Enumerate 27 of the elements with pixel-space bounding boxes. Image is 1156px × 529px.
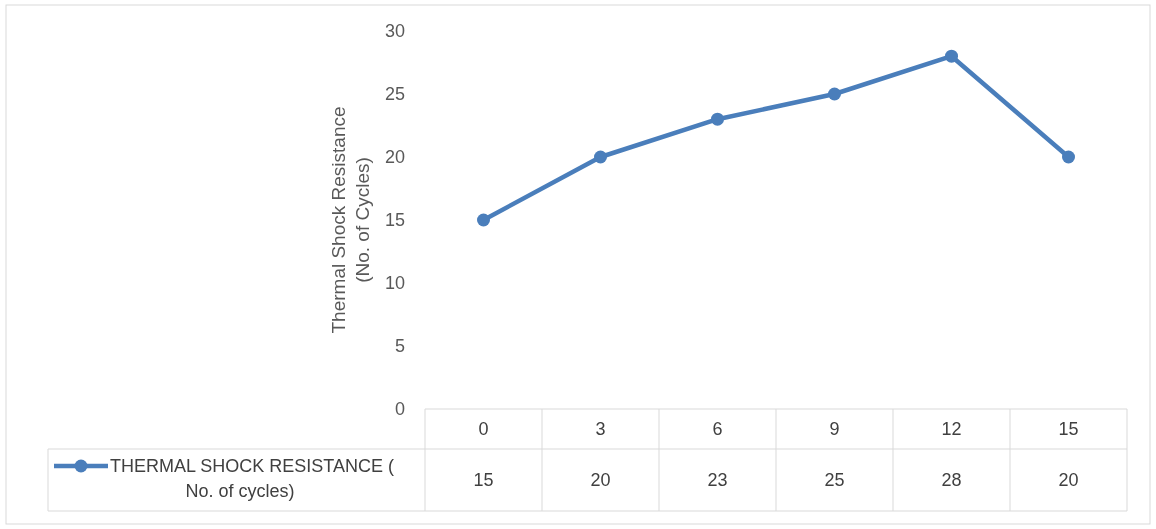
point	[828, 87, 841, 101]
y-tick-label: 20	[384, 147, 405, 168]
point	[477, 213, 490, 227]
data-label: 23	[707, 470, 728, 491]
legend-label: THERMAL SHOCK RESISTANCE ( No. of cycles)	[110, 456, 395, 501]
point	[711, 112, 724, 126]
y-tick-label: 5	[394, 336, 405, 357]
x-tick-label: 9	[829, 419, 840, 440]
data-label: 15	[473, 470, 494, 491]
y-tick-label: 15	[384, 210, 405, 231]
y-tick-label: 30	[384, 21, 405, 42]
x-tick-label: 3	[595, 419, 606, 440]
point	[1062, 150, 1075, 164]
y-axis-title: Thermal Shock Resistance (No. of Cycles)	[328, 106, 373, 334]
data-label: 20	[1058, 470, 1079, 491]
data-label: 25	[824, 470, 845, 491]
point	[945, 49, 958, 63]
x-tick-label: 6	[712, 419, 723, 440]
x-tick-label: 15	[1058, 419, 1079, 440]
x-tick-label: 0	[478, 419, 489, 440]
data-label: 28	[941, 470, 962, 491]
point	[594, 150, 607, 164]
y-tick-label: 0	[394, 399, 405, 420]
y-tick-label: 25	[384, 84, 405, 105]
data-label: 20	[590, 470, 611, 491]
y-tick-label: 10	[384, 273, 405, 294]
x-tick-label: 12	[941, 419, 962, 440]
